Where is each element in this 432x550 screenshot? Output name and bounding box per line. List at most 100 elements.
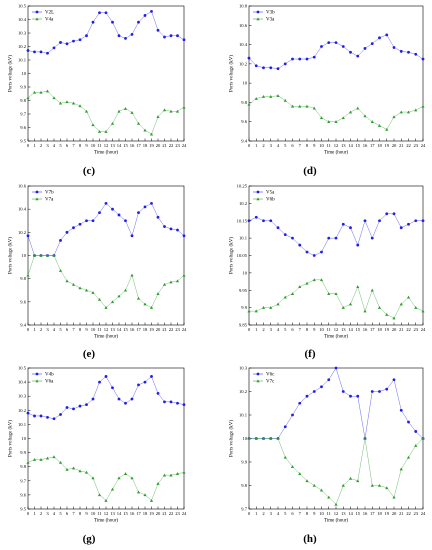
x-tick-label: 1 (33, 143, 36, 148)
data-point (276, 302, 280, 306)
data-point (399, 302, 403, 306)
x-tick-label: 22 (406, 511, 411, 516)
data-point (26, 460, 30, 464)
y-tick-label: 10.4 (239, 42, 248, 47)
x-tick-label: 4 (277, 143, 280, 148)
x-tick-label: 20 (156, 143, 161, 148)
data-point (276, 94, 280, 97)
x-tick-label: 7 (299, 327, 302, 332)
data-point (65, 406, 69, 409)
x-tick-label: 22 (169, 143, 174, 148)
data-point (421, 219, 425, 223)
data-point (341, 306, 345, 309)
data-point (150, 201, 153, 205)
data-point (123, 288, 128, 292)
data-point (320, 250, 323, 254)
x-tick-label: 15 (123, 327, 128, 332)
series-line (27, 456, 185, 501)
data-point (269, 95, 273, 98)
data-point (283, 62, 287, 66)
y-tick-label: 10.4 (18, 380, 27, 385)
y-tick-label: 10.2 (18, 408, 27, 413)
data-point (370, 483, 374, 487)
y-tick-label: 9.8 (20, 464, 26, 469)
data-point (150, 10, 153, 13)
series-line (248, 34, 424, 69)
x-axis-label: Time (hour) (94, 151, 118, 156)
data-point (290, 292, 295, 296)
data-point (59, 41, 62, 44)
data-point (65, 467, 69, 471)
x-tick-label: 5 (59, 327, 62, 332)
x-tick-label: 2 (262, 327, 265, 332)
y-tick-label: 10.5 (18, 4, 27, 9)
data-point (182, 403, 186, 407)
x-tick-label: 7 (72, 327, 75, 332)
data-point (52, 253, 56, 257)
data-point (71, 466, 76, 470)
x-axis-label: Time (hour) (94, 519, 118, 524)
y-tick-label: 9.6 (20, 492, 26, 497)
data-point (341, 483, 345, 487)
data-point (111, 207, 114, 211)
x-tick-label: 22 (169, 511, 174, 516)
data-point (78, 104, 82, 108)
data-point (269, 436, 273, 440)
data-point (32, 90, 37, 94)
data-point (319, 116, 324, 120)
data-point (254, 64, 258, 68)
data-point (72, 39, 75, 43)
data-point (291, 236, 294, 240)
panel-caption: (f) (304, 348, 316, 360)
data-point (46, 415, 49, 419)
x-tick-label: 8 (306, 327, 309, 332)
y-tick-label: 10.3 (18, 31, 27, 36)
legend-marker (256, 17, 260, 21)
x-tick-label: 11 (97, 511, 102, 516)
legend-marker (256, 10, 260, 14)
data-point (312, 106, 316, 110)
y-tick-label: 10.2 (239, 389, 248, 394)
data-point (78, 404, 82, 408)
x-tick-label: 5 (284, 327, 287, 332)
data-point (143, 380, 147, 384)
x-tick-label: 24 (421, 327, 425, 332)
x-tick-label: 20 (392, 143, 397, 148)
y-axis-label: Ports voltage (kV) (230, 55, 235, 92)
data-point (156, 482, 160, 485)
data-point (39, 414, 43, 418)
x-tick-label: 2 (40, 327, 43, 332)
x-tick-label: 3 (270, 143, 273, 148)
data-point (370, 288, 374, 292)
data-point (39, 90, 43, 94)
y-tick-label: 10.05 (237, 253, 248, 258)
y-tick-label: 9.8 (241, 483, 247, 488)
data-point (385, 212, 389, 216)
data-point (377, 306, 382, 309)
legend-label: V6a (45, 380, 54, 385)
x-tick-label: 17 (370, 327, 375, 332)
data-point (421, 57, 425, 61)
data-point (356, 285, 360, 289)
x-tick-label: 11 (97, 327, 102, 332)
data-point (356, 243, 360, 247)
x-tick-label: 15 (355, 511, 360, 516)
data-point (349, 50, 352, 54)
data-point (414, 108, 418, 112)
data-point (33, 414, 36, 418)
data-point (327, 495, 331, 499)
y-axis-label: Ports voltage (kV) (9, 420, 14, 457)
data-point (104, 11, 108, 15)
data-point (169, 227, 173, 231)
data-point (45, 89, 50, 93)
data-point (290, 465, 295, 468)
data-point (26, 234, 30, 238)
x-axis-label: Time (hour) (94, 335, 118, 340)
data-point (78, 469, 82, 473)
y-axis-label: Ports voltage (kV) (9, 237, 14, 274)
data-point (261, 95, 266, 98)
x-tick-label: 18 (377, 143, 382, 148)
x-tick-label: 19 (384, 511, 389, 516)
data-point (348, 110, 353, 114)
